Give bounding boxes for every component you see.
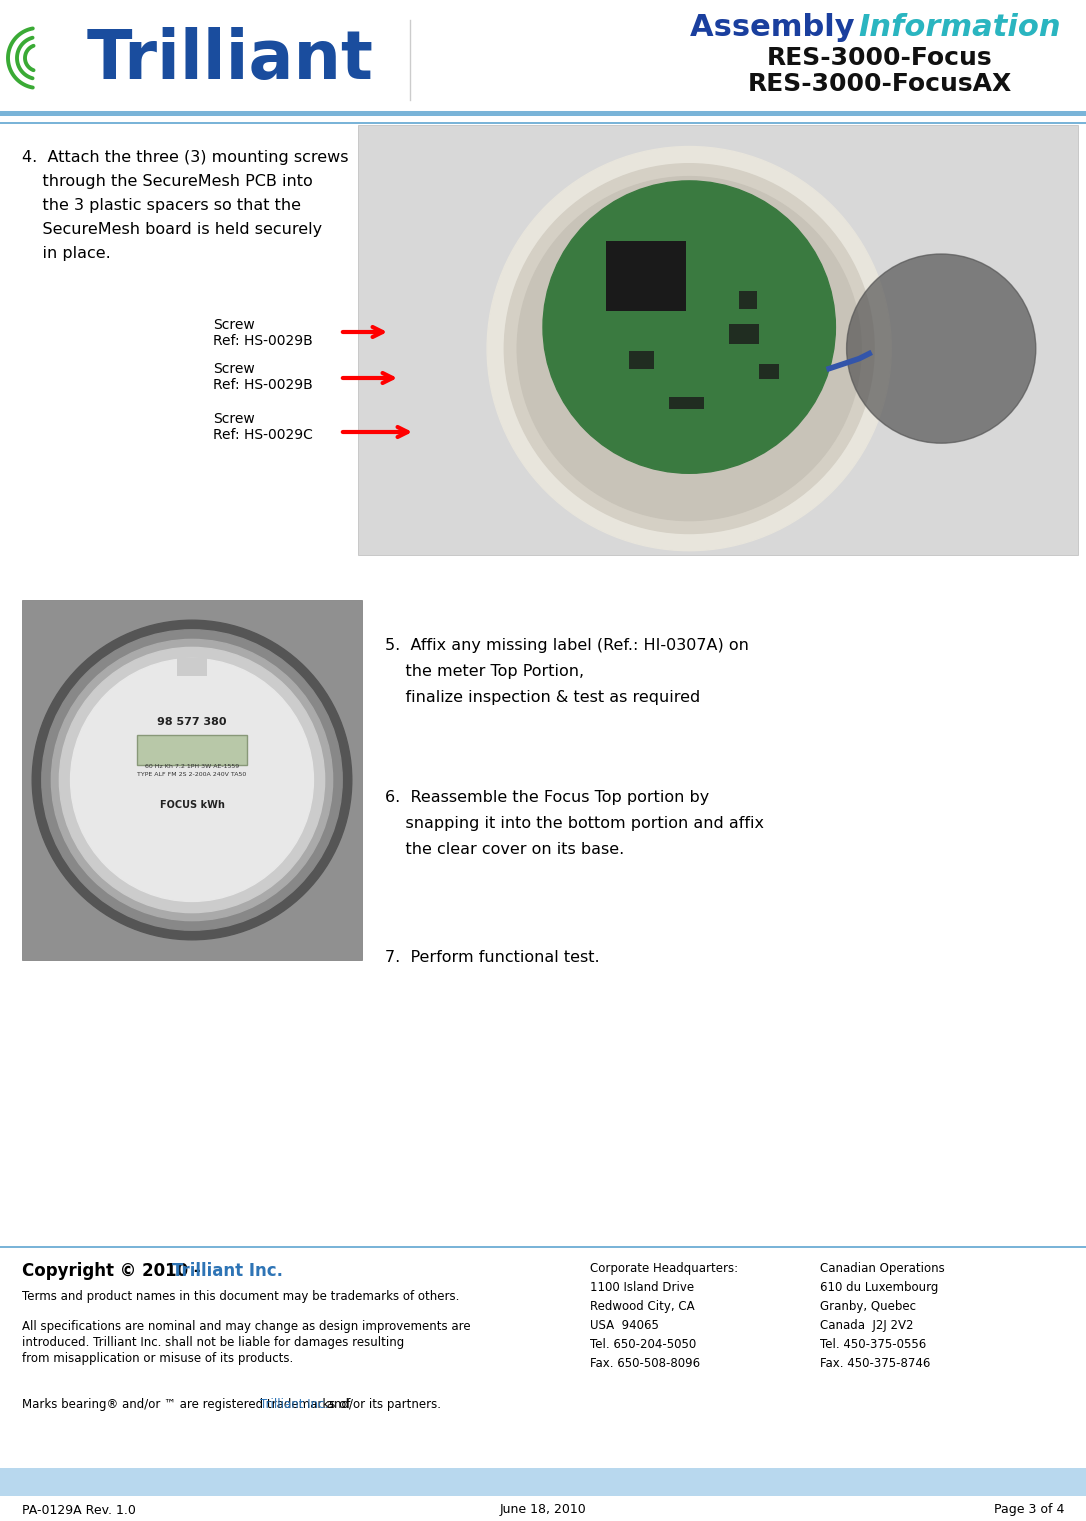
Text: Redwood City, CA: Redwood City, CA	[590, 1300, 695, 1313]
Bar	[629, 351, 654, 368]
Text: 7.  Perform functional test.: 7. Perform functional test.	[386, 951, 599, 964]
Text: TYPE ALF FM 2S 2-200A 240V TA50: TYPE ALF FM 2S 2-200A 240V TA50	[137, 773, 247, 777]
Bar	[740, 291, 757, 309]
Bar	[22, 599, 362, 960]
Text: Canadian Operations: Canadian Operations	[820, 1262, 945, 1275]
Text: the meter Top Portion,: the meter Top Portion,	[386, 665, 584, 678]
Circle shape	[60, 648, 325, 913]
Circle shape	[71, 659, 314, 902]
Text: June 18, 2010: June 18, 2010	[500, 1503, 586, 1516]
Text: Copyright © 2010 -: Copyright © 2010 -	[22, 1262, 206, 1281]
Text: Trilliant: Trilliant	[87, 27, 374, 93]
Text: Screw: Screw	[213, 362, 255, 376]
Text: Marks bearing® and/or ™ are registered trademarks of: Marks bearing® and/or ™ are registered t…	[22, 1398, 354, 1411]
Text: through the SecureMesh PCB into: through the SecureMesh PCB into	[22, 173, 313, 189]
Text: USA  94065: USA 94065	[590, 1319, 659, 1332]
Text: All specifications are nominal and may change as design improvements are: All specifications are nominal and may c…	[22, 1320, 470, 1332]
Bar	[729, 324, 759, 344]
Text: PA-0129A Rev. 1.0: PA-0129A Rev. 1.0	[22, 1503, 136, 1516]
Text: Screw: Screw	[213, 318, 255, 332]
Text: Assembly: Assembly	[690, 14, 866, 43]
Text: Ref: HS-0029B: Ref: HS-0029B	[213, 335, 313, 348]
Text: Tel. 650-204-5050: Tel. 650-204-5050	[590, 1338, 696, 1351]
Text: Ref: HS-0029B: Ref: HS-0029B	[213, 379, 313, 392]
Text: Information: Information	[858, 14, 1061, 43]
Circle shape	[504, 164, 874, 534]
Bar	[669, 397, 704, 409]
Text: Tel. 450-375-0556: Tel. 450-375-0556	[820, 1338, 926, 1351]
Bar	[0, 1246, 1086, 1249]
Text: 5.  Affix any missing label (Ref.: HI-0307A) on: 5. Affix any missing label (Ref.: HI-030…	[386, 637, 749, 653]
Bar	[0, 1468, 1086, 1497]
Text: Screw: Screw	[213, 412, 255, 426]
Text: Trilliant Inc.: Trilliant Inc.	[260, 1398, 328, 1411]
Text: the 3 plastic spacers so that the: the 3 plastic spacers so that the	[22, 198, 301, 213]
Text: introduced. Trilliant Inc. shall not be liable for damages resulting: introduced. Trilliant Inc. shall not be …	[22, 1335, 404, 1349]
Circle shape	[517, 176, 861, 520]
Circle shape	[33, 621, 352, 940]
Text: RES-3000-FocusAX: RES-3000-FocusAX	[748, 71, 1012, 96]
Circle shape	[543, 181, 835, 473]
Text: and/or its partners.: and/or its partners.	[323, 1398, 441, 1411]
Text: Corporate Headquarters:: Corporate Headquarters:	[590, 1262, 738, 1275]
Text: FOCUS kWh: FOCUS kWh	[160, 800, 225, 811]
Text: Page 3 of 4: Page 3 of 4	[994, 1503, 1064, 1516]
Text: Granby, Quebec: Granby, Quebec	[820, 1300, 915, 1313]
Bar	[137, 735, 247, 765]
Circle shape	[488, 146, 892, 551]
Text: SecureMesh board is held securely: SecureMesh board is held securely	[22, 222, 323, 237]
Text: snapping it into the bottom portion and affix: snapping it into the bottom portion and …	[386, 815, 763, 830]
Text: Ref: HS-0029C: Ref: HS-0029C	[213, 427, 313, 443]
Text: RES-3000-Focus: RES-3000-Focus	[767, 46, 993, 70]
Text: Fax. 650-508-8096: Fax. 650-508-8096	[590, 1357, 700, 1370]
Text: 60 Hz Kh 7.2 1PH 3W AE-1559: 60 Hz Kh 7.2 1PH 3W AE-1559	[144, 764, 239, 768]
Text: 98 577 380: 98 577 380	[157, 716, 227, 727]
Text: from misapplication or misuse of its products.: from misapplication or misuse of its pro…	[22, 1352, 293, 1364]
Text: in place.: in place.	[22, 246, 111, 262]
Text: the clear cover on its base.: the clear cover on its base.	[386, 843, 624, 856]
Bar	[358, 125, 1078, 555]
Text: Canada  J2J 2V2: Canada J2J 2V2	[820, 1319, 913, 1332]
Text: finalize inspection & test as required: finalize inspection & test as required	[386, 691, 700, 706]
Bar	[0, 0, 1086, 116]
Text: 610 du Luxembourg: 610 du Luxembourg	[820, 1281, 938, 1294]
Circle shape	[847, 254, 1036, 443]
Text: Terms and product names in this document may be trademarks of others.: Terms and product names in this document…	[22, 1290, 459, 1303]
Bar	[0, 122, 1086, 125]
Text: Trilliant Inc.: Trilliant Inc.	[172, 1262, 283, 1281]
Bar	[606, 240, 686, 310]
Bar	[759, 364, 779, 379]
Text: 4.  Attach the three (3) mounting screws: 4. Attach the three (3) mounting screws	[22, 151, 349, 164]
Circle shape	[41, 630, 342, 931]
Text: 1100 Island Drive: 1100 Island Drive	[590, 1281, 694, 1294]
Text: Fax. 450-375-8746: Fax. 450-375-8746	[820, 1357, 931, 1370]
Bar	[177, 659, 207, 677]
Text: 6.  Reassemble the Focus Top portion by: 6. Reassemble the Focus Top portion by	[386, 789, 709, 805]
Circle shape	[51, 639, 332, 920]
Bar	[0, 111, 1086, 116]
